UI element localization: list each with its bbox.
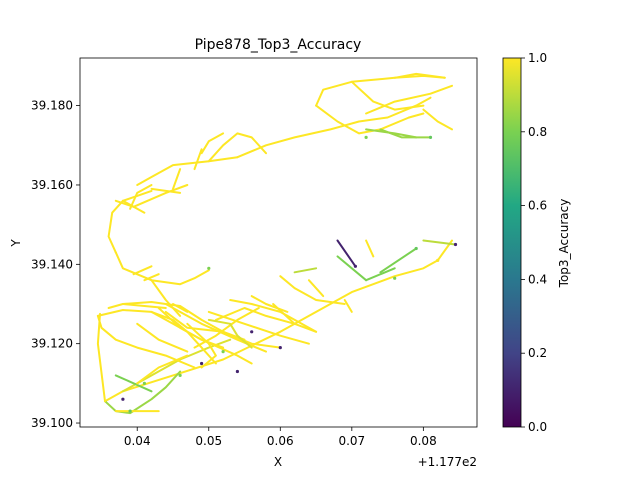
pipe-segment-49	[207, 132, 267, 163]
data-point-6	[235, 369, 239, 374]
pipe-segment-31	[293, 287, 346, 305]
x-tick-label-4: 0.08	[410, 434, 437, 448]
colorbar-tick-label-2: 0.4	[528, 272, 547, 286]
colorbar-tick-label-3: 0.6	[528, 199, 547, 213]
pipe-segment-47	[114, 184, 189, 208]
data-point-10	[364, 135, 368, 139]
pipe-segment-25	[229, 299, 318, 333]
pipe-segment-36	[96, 312, 106, 403]
data-point-14	[178, 373, 182, 377]
pipe-segment-33	[293, 267, 318, 274]
chart-title: Pipe878_Top3_Accuracy	[195, 37, 362, 53]
y-tick-label-2: 39.140	[31, 257, 73, 271]
pipe-segment-35	[272, 303, 318, 333]
data-point-12	[250, 330, 254, 334]
pipe-segment-51	[193, 148, 203, 171]
y-axis-ticks: 39.100 39.120 39.140 39.160 39.180	[31, 99, 80, 430]
colorbar-tick-label-1: 0.2	[528, 346, 547, 360]
x-axis-label: X	[274, 455, 282, 469]
pipe-segment-4	[365, 267, 396, 282]
y-tick-label-3: 39.160	[31, 178, 73, 192]
x-tick-label-2: 0.06	[267, 434, 294, 448]
pipe-segment-44	[129, 184, 153, 210]
pipe-segment-46	[172, 168, 182, 190]
pipe-segment-38	[132, 265, 153, 276]
colorbar-tick-label-4: 0.8	[528, 125, 547, 139]
pipe-segment-34	[307, 279, 325, 298]
pipe-segment-30	[186, 322, 217, 369]
pipe-segment-15	[96, 314, 196, 369]
pipe-segment-6	[336, 239, 357, 268]
pipe-segment-28	[207, 318, 253, 349]
data-point-3	[453, 242, 458, 247]
pipe-segment-7	[365, 239, 375, 258]
data-point-13	[221, 350, 225, 354]
data-point-4	[353, 264, 357, 268]
pipe-segment-43	[136, 156, 239, 186]
y-tick-label-4: 39.180	[31, 99, 73, 113]
pipe-segment-2	[422, 239, 457, 246]
pipe-segment-39	[143, 273, 160, 282]
pipe-segment-5	[336, 255, 368, 282]
x-axis-offset-label: +1.177e2	[418, 455, 477, 469]
colorbar-tick-label-0: 0.0	[528, 420, 547, 434]
pipe-segment-37	[114, 251, 210, 286]
data-point-1	[414, 246, 418, 251]
pipe-segment-24	[214, 307, 296, 325]
data-point-16	[128, 409, 132, 413]
pipe-segment-59	[393, 72, 446, 79]
plot-frame	[79, 57, 478, 428]
data-point-7	[200, 361, 204, 366]
pipe-segment-58	[422, 108, 453, 131]
pipe-segment-9	[104, 370, 182, 415]
x-tick-label-0: 0.04	[124, 434, 151, 448]
pipe-segment-3	[379, 247, 418, 274]
pipe-segment-21	[172, 303, 189, 313]
pipe-segment-41	[107, 189, 153, 254]
pipe-segment-8	[343, 299, 353, 313]
data-point-0	[436, 258, 440, 262]
pipe-segment-54	[315, 104, 410, 135]
pipe-segment-48	[236, 96, 432, 159]
colorbar-label: Top3_Accuracy	[557, 199, 571, 289]
data-point-5	[278, 346, 282, 350]
y-tick-label-1: 39.120	[31, 337, 73, 351]
x-axis-ticks: 0.04 0.05 0.06 0.07 0.08	[124, 427, 437, 448]
pipe-segment-12	[114, 374, 153, 393]
pipe-segment-45	[150, 187, 182, 194]
pipe-segment-40	[150, 279, 182, 317]
pipe-segment-55	[365, 84, 453, 115]
pipe-segment-50	[200, 132, 225, 155]
data-point-2	[393, 276, 397, 280]
pipe-segment-32	[279, 275, 296, 290]
y-axis-label: Y	[9, 239, 23, 248]
pipe-segment-57	[365, 128, 418, 139]
pipe-segment-23	[207, 310, 310, 345]
data-point-11	[428, 135, 433, 139]
pipe-segment-18	[136, 322, 189, 353]
colorbar	[502, 57, 522, 428]
y-tick-label-0: 39.100	[31, 416, 73, 430]
data-layer	[96, 72, 458, 415]
colorbar-tick-label-5: 1.0	[528, 51, 547, 65]
data-point-9	[207, 266, 211, 270]
colorbar-ticks: 0.0 0.2 0.4 0.6 0.8 1.0	[521, 51, 547, 434]
pipe-segment-29	[157, 307, 225, 349]
pipe-segment-60	[408, 112, 425, 119]
x-tick-label-3: 0.07	[338, 434, 365, 448]
data-point-8	[121, 397, 125, 401]
x-tick-label-1: 0.05	[195, 434, 222, 448]
data-point-15	[142, 381, 146, 385]
pipe-segment-22	[164, 310, 282, 349]
